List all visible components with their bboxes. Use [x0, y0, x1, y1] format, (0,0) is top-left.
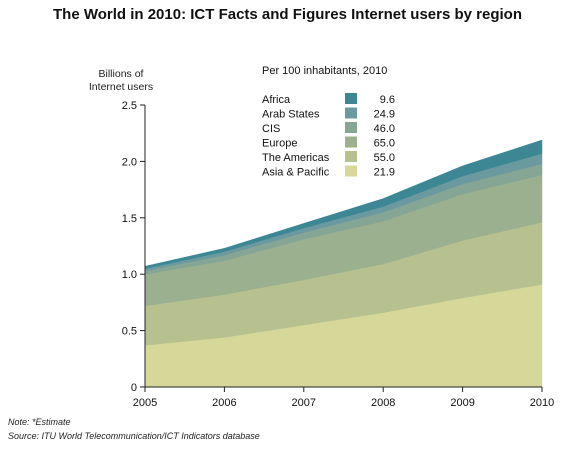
legend-swatch-asia-pacific: [345, 165, 357, 177]
legend-value-cis: 46.0: [374, 123, 395, 135]
legend-swatch-europe: [345, 136, 357, 148]
legend-swatch-the-americas: [345, 151, 357, 162]
x-tick-label: 2009: [450, 397, 474, 409]
area-layers: [144, 139, 543, 388]
legend-label-europe: Europe: [262, 138, 297, 150]
legend-label-arab-states: Arab States: [262, 109, 320, 121]
y-tick-label: 1.0: [122, 269, 137, 281]
y-tick-label: 1.5: [122, 213, 137, 225]
legend-label-cis: CIS: [262, 123, 280, 135]
legend-title: Per 100 inhabitants, 2010: [262, 65, 387, 77]
y-axis-label: Billions of Internet users: [88, 68, 154, 93]
y-tick-label: 0: [131, 382, 137, 394]
legend-swatch-arab-states: [345, 107, 357, 119]
y-tick-label: 2.0: [122, 156, 137, 168]
legend-value-asia-pacific: 21.9: [374, 167, 395, 179]
legend-label-africa: Africa: [262, 94, 291, 106]
chart-title: The World in 2010: ICT Facts and Figures…: [53, 6, 522, 23]
note-text: Note: *Estimate: [8, 417, 71, 427]
x-tick-label: 2006: [212, 397, 236, 409]
legend-label-asia-pacific: Asia & Pacific: [262, 167, 330, 179]
y-tick-label: 2.5: [122, 100, 137, 112]
legend-value-arab-states: 24.9: [374, 109, 395, 121]
legend-value-europe: 65.0: [374, 138, 395, 150]
source-text: Source: ITU World Telecommunication/ICT …: [8, 431, 260, 441]
axes: 0 0.5 1.0 1.5 2.0 2.5 2005 2006 2007 2008 2009 2010: [122, 100, 555, 409]
legend-label-the-americas: The Americas: [262, 152, 330, 164]
legend-value-africa: 9.6: [380, 94, 395, 106]
y-tick-label: 0.5: [122, 326, 137, 338]
area-africa: [144, 139, 543, 269]
legend-value-the-americas: 55.0: [374, 152, 395, 164]
x-tick-label: 2007: [292, 397, 316, 409]
legend: Per 100 inhabitants, 2010 Africa 9.6 Arab S…: [262, 65, 395, 179]
x-tick-label: 2008: [371, 397, 395, 409]
x-tick-label: 2010: [530, 397, 554, 409]
x-tick-label: 2005: [133, 397, 157, 409]
legend-swatch-cis: [345, 122, 357, 133]
legend-swatch-africa: [345, 93, 357, 104]
